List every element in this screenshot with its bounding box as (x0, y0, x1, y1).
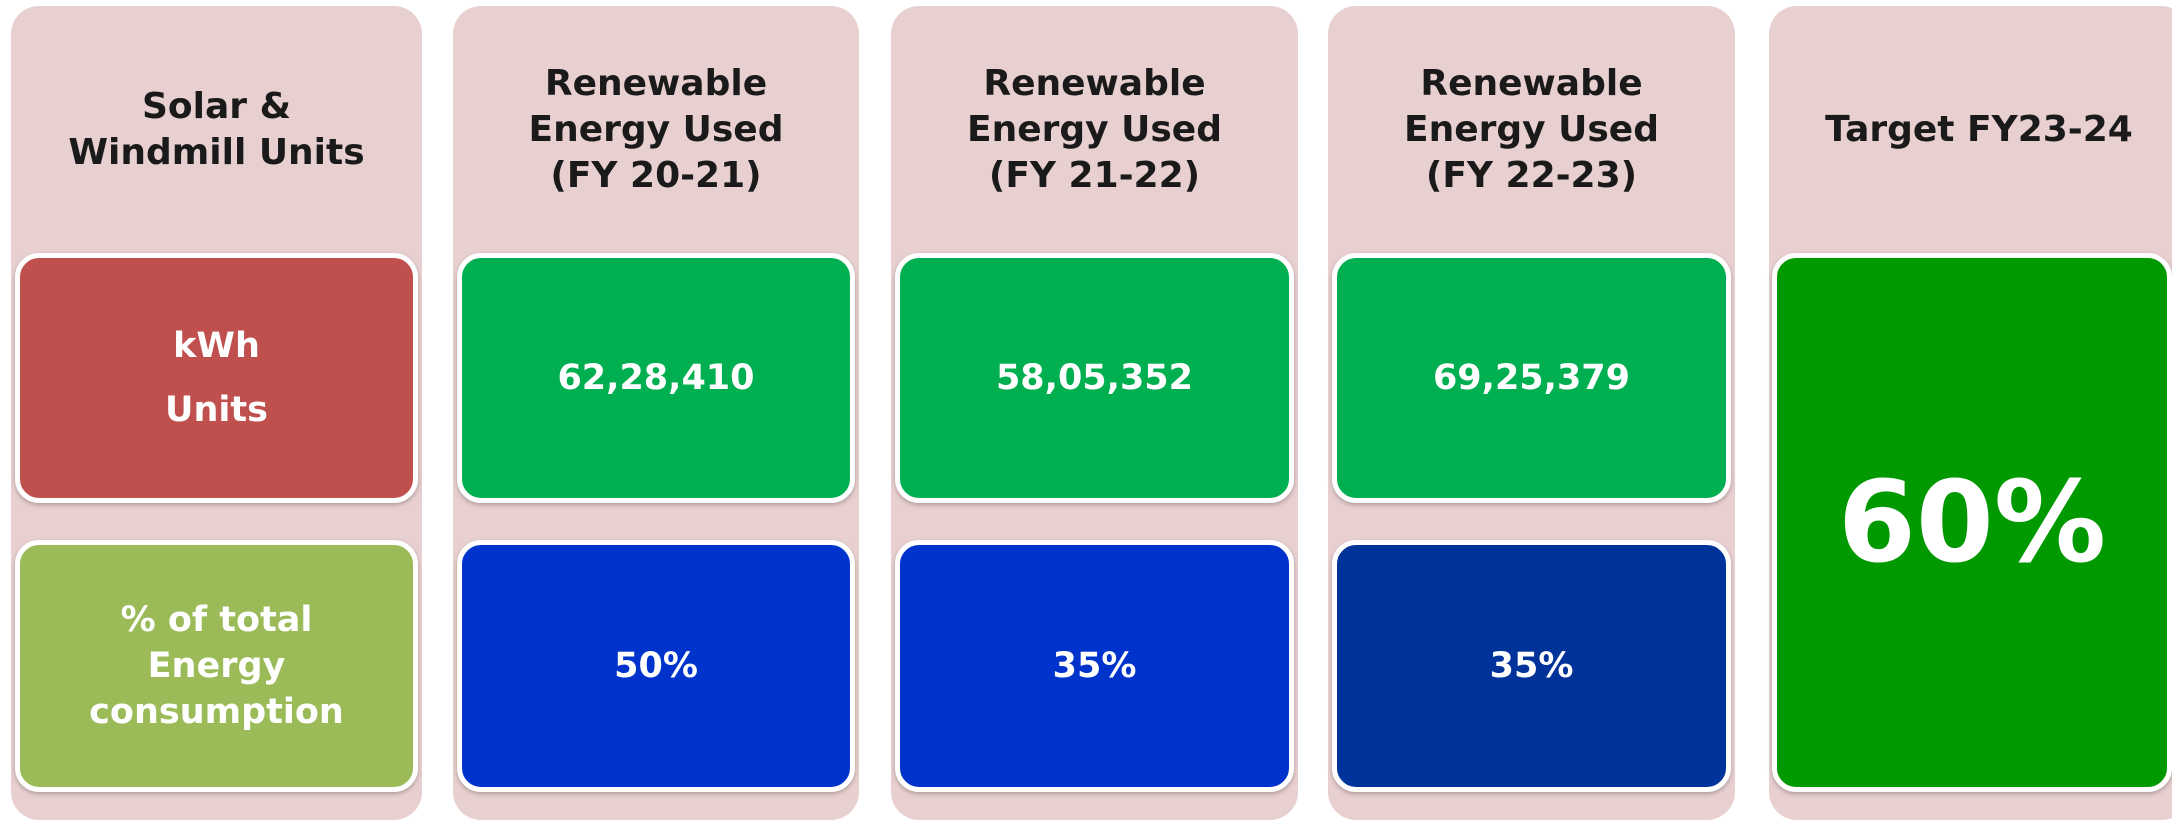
header-line: Energy Used (528, 108, 784, 150)
kwh-cell: 58,05,352 (895, 253, 1294, 503)
kwh-cell: kWh Units (15, 253, 418, 503)
header-line: Renewable (1420, 62, 1643, 104)
cell-text: Units (165, 390, 268, 430)
percent-cell: 35% (895, 540, 1294, 792)
header-line: Energy Used (1403, 108, 1659, 150)
percent-cell: 50% (457, 540, 855, 792)
percent-cell: 35% (1332, 540, 1731, 792)
header-line: Renewable (544, 62, 768, 104)
header-line: (FY 20-21) (550, 154, 762, 196)
column-header: Renewable Energy Used (FY 22-23) (1328, 6, 1735, 253)
header-line: (FY 21-22) (988, 154, 1201, 196)
cell-text: consumption (89, 692, 344, 732)
cell-text: 62,28,410 (557, 358, 755, 398)
target-card: Target FY23-24 60% (1769, 6, 2172, 820)
cell-text: Energy (147, 646, 286, 686)
column-card: Renewable Energy Used (FY 21-22) 58,05,352 3… (891, 6, 1298, 820)
column-header: Renewable Energy Used (FY 20-21) (453, 6, 859, 253)
cell-text: 50% (614, 646, 698, 686)
column-card: Solar & Windmill Units kWh Units % of total E… (11, 6, 422, 820)
column-header: Renewable Energy Used (FY 21-22) (891, 6, 1298, 253)
header-line: Energy Used (966, 108, 1222, 150)
cell-text: kWh (173, 326, 260, 366)
cell-text: 58,05,352 (995, 358, 1194, 398)
column-card: Renewable Energy Used (FY 20-21) 62,28,410 5… (453, 6, 859, 820)
target-cell: 60% (1772, 253, 2172, 792)
header-line: Solar & (142, 85, 291, 127)
kwh-cell: 62,28,410 (457, 253, 855, 503)
cell-text: 69,25,379 (1432, 358, 1631, 398)
target-header: Target FY23-24 (1769, 6, 2172, 253)
target-value: 60% (1837, 457, 2107, 588)
header-line: Target FY23-24 (1825, 108, 2133, 150)
cell-text: 35% (1052, 646, 1137, 686)
percent-cell: % of total Energy consumption (15, 540, 418, 792)
header-line: Renewable (983, 62, 1206, 104)
header-line: (FY 22-23) (1425, 154, 1638, 196)
cell-text: 35% (1489, 646, 1574, 686)
column-header: Solar & Windmill Units (11, 6, 422, 253)
cell-text: % of total (120, 600, 313, 640)
header-line: Windmill Units (68, 131, 365, 173)
column-card: Renewable Energy Used (FY 22-23) 69,25,379 3… (1328, 6, 1735, 820)
kwh-cell: 69,25,379 (1332, 253, 1731, 503)
